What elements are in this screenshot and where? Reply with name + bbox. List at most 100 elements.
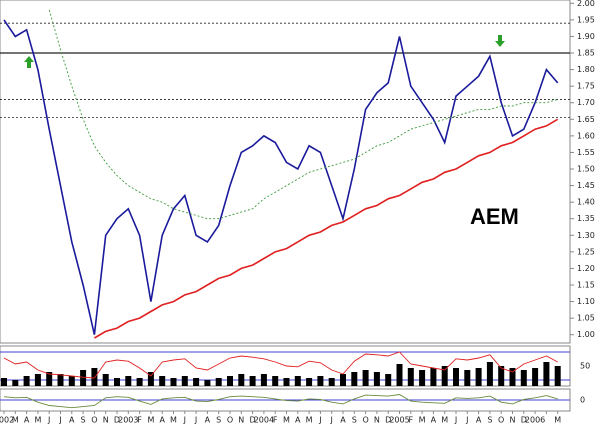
y-tick-label: 1.65	[577, 115, 595, 124]
volume-bar	[68, 376, 75, 386]
price-line	[48, 9, 558, 220]
volume-bar	[272, 376, 279, 386]
x-tick-label: J	[465, 416, 468, 425]
volume-bar	[80, 370, 87, 386]
x-tick-label: M	[170, 416, 177, 425]
volume-bar	[46, 372, 53, 386]
x-tick-label: M	[147, 416, 154, 425]
volume-bar	[136, 378, 143, 386]
volume-bar	[385, 374, 392, 386]
x-tick-label: N	[238, 416, 244, 425]
volume-bar	[554, 366, 561, 386]
y-tick-label: 2.00	[577, 0, 595, 8]
volume-bar	[362, 370, 369, 386]
x-tick-label: 2004	[254, 416, 274, 425]
x-tick-label: D	[114, 416, 120, 425]
volume-bar	[306, 378, 313, 386]
volume-bar	[170, 378, 177, 386]
y-tick-label: 1.70	[577, 98, 595, 107]
x-tick-label: D	[521, 416, 527, 425]
volume-bar	[57, 374, 64, 386]
x-tick-label: S	[487, 416, 492, 425]
volume-bar	[193, 378, 200, 386]
x-tick-label: O	[362, 416, 368, 425]
volume-bar	[227, 376, 233, 386]
y-tick-label: 1.90	[577, 32, 595, 41]
y-tick-label: 1.30	[577, 231, 595, 240]
volume-bar	[475, 368, 482, 386]
y-tick-label: 1.75	[577, 82, 595, 91]
x-tick-label: M	[12, 416, 19, 425]
volume-bar	[102, 374, 109, 386]
y-tick-label: 1.50	[577, 165, 595, 174]
x-tick-label: 2005	[389, 416, 409, 425]
volume-bar	[340, 374, 346, 386]
x-tick-label: J	[183, 416, 186, 425]
x-tick-label: F	[408, 416, 413, 425]
x-tick-label: S	[81, 416, 86, 425]
x-tick-label: J	[330, 416, 333, 425]
y-tick-label: 1.25	[577, 247, 595, 256]
x-tick-label: S	[216, 416, 221, 425]
x-tick-label: F	[137, 416, 142, 425]
volume-bar	[430, 368, 437, 386]
y-tick-label: 1.35	[577, 214, 595, 223]
y-tick-label: 1.15	[577, 281, 595, 290]
y-tick-label: 1.55	[577, 148, 595, 157]
volume-bar	[260, 374, 267, 386]
volume-bar	[351, 372, 358, 386]
y-tick-label: 1.85	[577, 49, 595, 58]
volume-bar	[159, 376, 166, 386]
price-panel	[0, 0, 571, 344]
x-tick-label: 2003	[118, 416, 138, 425]
volume-bar	[204, 380, 211, 386]
x-tick-label: M	[441, 416, 448, 425]
y-tick-label: 1.10	[577, 297, 595, 306]
y-tick-label: 1.80	[577, 65, 595, 74]
x-tick-label: N	[510, 416, 516, 425]
x-tick-label: D	[385, 416, 391, 425]
volume-bar	[114, 378, 120, 386]
x-tick-label: M	[419, 416, 426, 425]
oscillator-line	[3, 351, 558, 379]
y-tick-label: 1.00	[577, 330, 595, 339]
x-tick-label: M	[283, 416, 290, 425]
volume-bar	[328, 378, 335, 386]
x-tick-label: S	[352, 416, 357, 425]
x-tick-label: J	[58, 416, 61, 425]
volume-bar	[486, 362, 493, 386]
x-tick-label: M	[34, 416, 41, 425]
volume-bar	[317, 376, 324, 386]
volume-bar	[215, 378, 222, 386]
x-tick-label: A	[24, 416, 30, 425]
sell-arrow	[495, 35, 505, 47]
x-tick-label: J	[454, 416, 457, 425]
volume-bar	[396, 364, 403, 386]
x-tick-label: A	[340, 416, 346, 425]
volume-bar	[181, 376, 188, 386]
volume-bar	[509, 368, 516, 386]
volume-bar	[453, 368, 459, 386]
x-tick-label: J	[194, 416, 197, 425]
y-tick-label: 50	[580, 362, 590, 371]
volume-bar	[441, 366, 448, 386]
volume-bar	[294, 376, 301, 386]
volume-bar	[464, 370, 471, 386]
y-tick-label: 1.45	[577, 181, 595, 190]
x-tick-label: A	[69, 416, 75, 425]
volume-bar	[407, 368, 414, 386]
price-line	[3, 19, 559, 335]
y-tick-label: 1.95	[577, 15, 595, 24]
x-tick-label: O	[498, 416, 504, 425]
volume-bar	[1, 378, 7, 386]
volume-bar	[283, 378, 290, 386]
volume-bar	[147, 372, 154, 386]
volume-bar	[419, 370, 426, 386]
x-tick-label: D	[250, 416, 256, 425]
x-tick-label: M	[306, 416, 313, 425]
ticker-annotation: AEM	[470, 204, 519, 229]
volume-bar	[238, 374, 245, 386]
x-tick-label: A	[476, 416, 482, 425]
y-tick-label: 1.40	[577, 198, 595, 207]
